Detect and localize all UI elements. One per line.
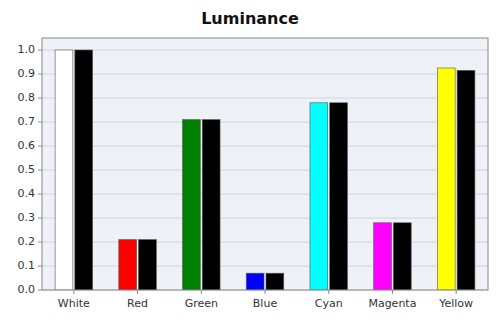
tick-mark — [38, 194, 42, 195]
bar — [55, 50, 73, 290]
bar — [437, 68, 455, 290]
bar — [330, 103, 348, 290]
plot-background — [42, 38, 488, 290]
tick-mark — [38, 242, 42, 243]
tick-mark — [328, 290, 329, 294]
category-label: Red — [127, 297, 148, 310]
tick-mark — [456, 290, 457, 294]
chart: 0.0 0.1 0.2 0.3 0.4 0.5 0.6 0.7 0.8 0.9 1.0 White Re… — [0, 0, 500, 320]
bar — [119, 240, 137, 290]
bar — [75, 50, 93, 290]
grid-line — [42, 98, 488, 99]
tick-label: 0.6 — [18, 139, 36, 152]
chart-container: 0.0 0.1 0.2 0.3 0.4 0.5 0.6 0.7 0.8 0.9 1.0 White Re… — [0, 0, 500, 320]
tick-mark — [38, 122, 42, 123]
bar — [183, 120, 201, 290]
tick-mark — [38, 74, 42, 75]
tick-label: 0.5 — [18, 163, 36, 176]
tick-label: 0.8 — [18, 91, 36, 104]
category-label: White — [58, 297, 90, 310]
tick-mark — [38, 266, 42, 267]
tick-label: 0.7 — [18, 115, 36, 128]
tick-label: 0.4 — [18, 187, 36, 200]
bars — [55, 50, 475, 290]
tick-mark — [73, 290, 74, 294]
tick-label: 0.0 — [18, 283, 36, 296]
grid-line — [42, 122, 488, 123]
bar — [246, 273, 264, 290]
bar — [374, 223, 392, 290]
category-label: Magenta — [368, 297, 416, 310]
tick-label: 0.9 — [18, 67, 36, 80]
tick-mark — [265, 290, 266, 294]
tick-mark — [201, 290, 202, 294]
tick-label: 0.2 — [18, 235, 36, 248]
tick-mark — [38, 218, 42, 219]
grid-line — [42, 242, 488, 243]
grid-line — [42, 146, 488, 147]
y-axis: 0.0 0.1 0.2 0.3 0.4 0.5 0.6 0.7 0.8 0.9 1.0 — [18, 43, 489, 296]
grid-line — [42, 74, 488, 75]
grid-line — [42, 170, 488, 171]
grid-line — [42, 218, 488, 219]
tick-mark — [38, 50, 42, 51]
tick-mark — [38, 146, 42, 147]
bar — [266, 273, 284, 290]
grid-line — [42, 50, 488, 51]
category-label: Blue — [253, 297, 278, 310]
bar — [202, 120, 220, 290]
tick-mark — [137, 290, 138, 294]
tick-label: 0.1 — [18, 259, 36, 272]
tick-mark — [38, 170, 42, 171]
plot-frame — [42, 38, 488, 290]
bar — [139, 240, 157, 290]
category-label: Yellow — [438, 297, 473, 310]
bar — [393, 223, 411, 290]
category-label: Green — [185, 297, 218, 310]
tick-mark — [38, 98, 42, 99]
tick-label: 0.3 — [18, 211, 36, 224]
bar — [457, 70, 475, 290]
x-axis: White Red Green Blue Cyan Magenta Yellow — [58, 290, 473, 310]
tick-label: 1.0 — [18, 43, 36, 56]
tick-mark — [38, 290, 42, 291]
grid-line — [42, 266, 488, 267]
tick-mark — [392, 290, 393, 294]
title: Luminance — [201, 9, 299, 28]
bar — [310, 103, 328, 290]
category-label: Cyan — [315, 297, 343, 310]
grid-line — [42, 194, 488, 195]
